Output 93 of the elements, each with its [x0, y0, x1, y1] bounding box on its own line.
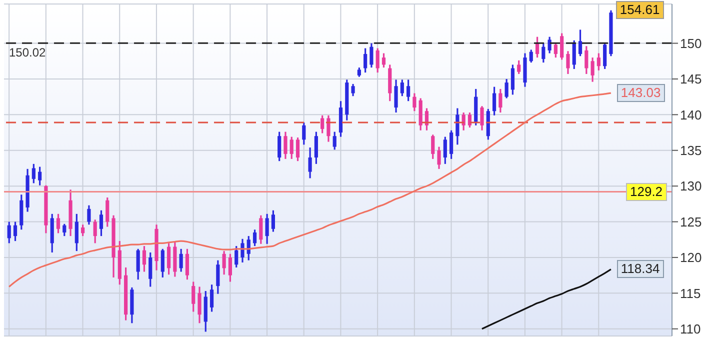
candlestick [364, 47, 368, 74]
y-tick-label: 110 [680, 321, 701, 336]
candlestick [314, 131, 318, 165]
y-tick-label: 135 [680, 142, 702, 158]
candlestick [198, 286, 202, 324]
candlestick [468, 112, 472, 128]
candlestick [412, 92, 416, 112]
candlestick [62, 223, 66, 237]
candlestick [106, 196, 110, 228]
y-tick-label: 120 [680, 250, 702, 266]
candlestick [228, 253, 232, 283]
candlestick [148, 252, 152, 288]
candlestick [326, 114, 330, 143]
candlestick [136, 248, 140, 280]
candlestick [560, 32, 564, 60]
candlestick [462, 112, 466, 132]
data-label: 143.03 [616, 84, 665, 102]
candlestick [222, 250, 226, 276]
candlestick [278, 131, 282, 162]
candlestick [210, 284, 214, 313]
candlestick [259, 214, 263, 245]
candlestick [400, 78, 404, 97]
ref-line-label: 129.2 [626, 182, 667, 201]
candlestick [504, 78, 508, 100]
candlestick [376, 47, 380, 74]
candlestick [185, 248, 190, 280]
candlestick [192, 280, 196, 313]
candlestick [406, 78, 410, 102]
candlestick [357, 66, 361, 78]
candlestick [596, 52, 600, 72]
y-tick-label: 125 [680, 214, 702, 230]
candlestick [234, 245, 238, 268]
candlestick [456, 107, 460, 146]
candlestick [320, 114, 324, 134]
text: 154.61 [620, 2, 660, 18]
candlestick [572, 40, 576, 70]
candlestick [13, 220, 18, 242]
candlestick [284, 131, 288, 160]
candlestick [394, 78, 398, 114]
candlestick [302, 122, 306, 146]
candlestick [87, 204, 91, 226]
y-tick-label: 130 [680, 178, 702, 194]
line-series [8, 92, 612, 288]
ref-line-label: 150.02 [9, 46, 46, 60]
candlestick [290, 136, 294, 160]
candlestick [443, 136, 447, 165]
candlestick [437, 146, 441, 170]
y-tick-label: 150 [680, 36, 702, 51]
candlestick [265, 213, 269, 245]
y-tick-label: 115 [680, 286, 701, 301]
candlestick [382, 52, 386, 68]
candlestick [510, 64, 515, 96]
candlestick [578, 28, 582, 57]
y-tick-label: 145 [680, 72, 702, 87]
candlestick [252, 228, 257, 247]
candlestick [498, 88, 502, 114]
candlestick [548, 36, 552, 54]
candlestick [160, 248, 164, 278]
candlestick [584, 45, 588, 75]
candlestick [166, 242, 171, 276]
candlestick [99, 210, 104, 237]
candlestick [240, 238, 244, 264]
candlestick [370, 42, 374, 68]
candlestick [529, 48, 533, 64]
candlestick [332, 131, 336, 150]
candlestick [38, 166, 42, 186]
line-series [481, 268, 612, 330]
candlestick [535, 36, 540, 58]
data-label: 118.34 [616, 260, 664, 278]
candlestick [93, 218, 97, 244]
candlestick [216, 260, 220, 295]
candlestick [179, 248, 183, 273]
candlestick [81, 224, 85, 237]
y-tick-label: 140 [680, 107, 702, 122]
candlestick [431, 134, 435, 160]
candlestick [554, 42, 558, 58]
candlestick [449, 130, 454, 160]
candlestick [142, 245, 146, 273]
candlestick [7, 220, 11, 244]
candlestick [32, 163, 36, 184]
candlestick [351, 83, 355, 97]
candlestick [56, 213, 60, 234]
candlestick [590, 56, 594, 83]
candlestick [603, 42, 607, 70]
candlestick [271, 210, 275, 233]
candlestick [74, 213, 78, 252]
candlestick [566, 50, 570, 75]
candlestick [517, 60, 521, 75]
candlestick [542, 42, 546, 64]
candlestick [296, 136, 300, 162]
candlestick [308, 146, 312, 180]
candlestick [480, 105, 484, 132]
candlestick [492, 86, 496, 116]
